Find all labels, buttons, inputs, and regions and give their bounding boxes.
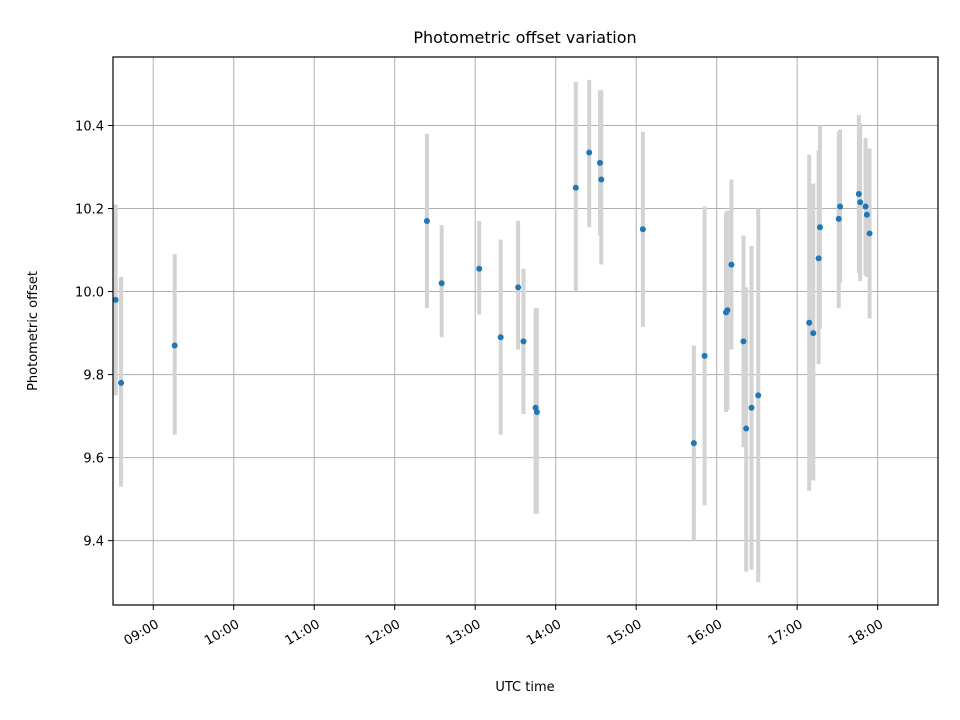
chart-title: Photometric offset variation: [413, 28, 636, 47]
data-point: [701, 352, 708, 359]
data-point: [724, 307, 731, 314]
y-axis-ticks: 9.4 9.6 9.8 10.0 10.2 10.4: [75, 120, 113, 550]
data-point: [743, 425, 750, 432]
y-tick-label: 9.4: [83, 535, 104, 550]
data-point: [855, 191, 862, 197]
y-tick-label: 9.8: [83, 369, 104, 384]
data-point: [118, 379, 125, 386]
y-tick-label: 10.4: [75, 120, 104, 135]
data-point: [572, 184, 579, 191]
data-point: [533, 408, 540, 415]
data-point: [806, 319, 813, 326]
data-point: [866, 230, 873, 237]
y-axis-label: Photometric offset: [26, 271, 41, 391]
data-point: [815, 255, 822, 262]
data-point: [639, 226, 646, 233]
data-points: [112, 149, 873, 447]
y-tick-label: 9.6: [83, 452, 104, 467]
data-point: [596, 159, 603, 166]
data-point: [857, 199, 864, 206]
data-point: [835, 215, 842, 222]
data-point: [728, 261, 735, 268]
data-point: [497, 334, 504, 341]
data-point: [810, 330, 817, 337]
data-point: [755, 392, 762, 399]
data-point: [862, 203, 869, 210]
data-point: [112, 296, 119, 303]
data-point: [171, 342, 178, 349]
data-point: [816, 224, 823, 231]
data-point: [690, 440, 697, 447]
plot-frame: [112, 56, 939, 606]
data-point: [520, 338, 527, 345]
data-point: [748, 404, 755, 411]
data-point: [586, 149, 593, 156]
data-point: [438, 280, 445, 287]
data-point: [740, 338, 747, 345]
y-tick-label: 10.0: [75, 286, 104, 301]
data-point: [863, 211, 870, 218]
data-point: [423, 217, 430, 224]
data-point: [476, 265, 483, 272]
y-tick-label: 10.2: [75, 203, 104, 218]
data-point: [837, 203, 844, 210]
x-axis-label: UTC time: [495, 680, 554, 695]
data-point: [598, 176, 605, 183]
grid: [113, 57, 938, 605]
data-point: [515, 284, 522, 291]
